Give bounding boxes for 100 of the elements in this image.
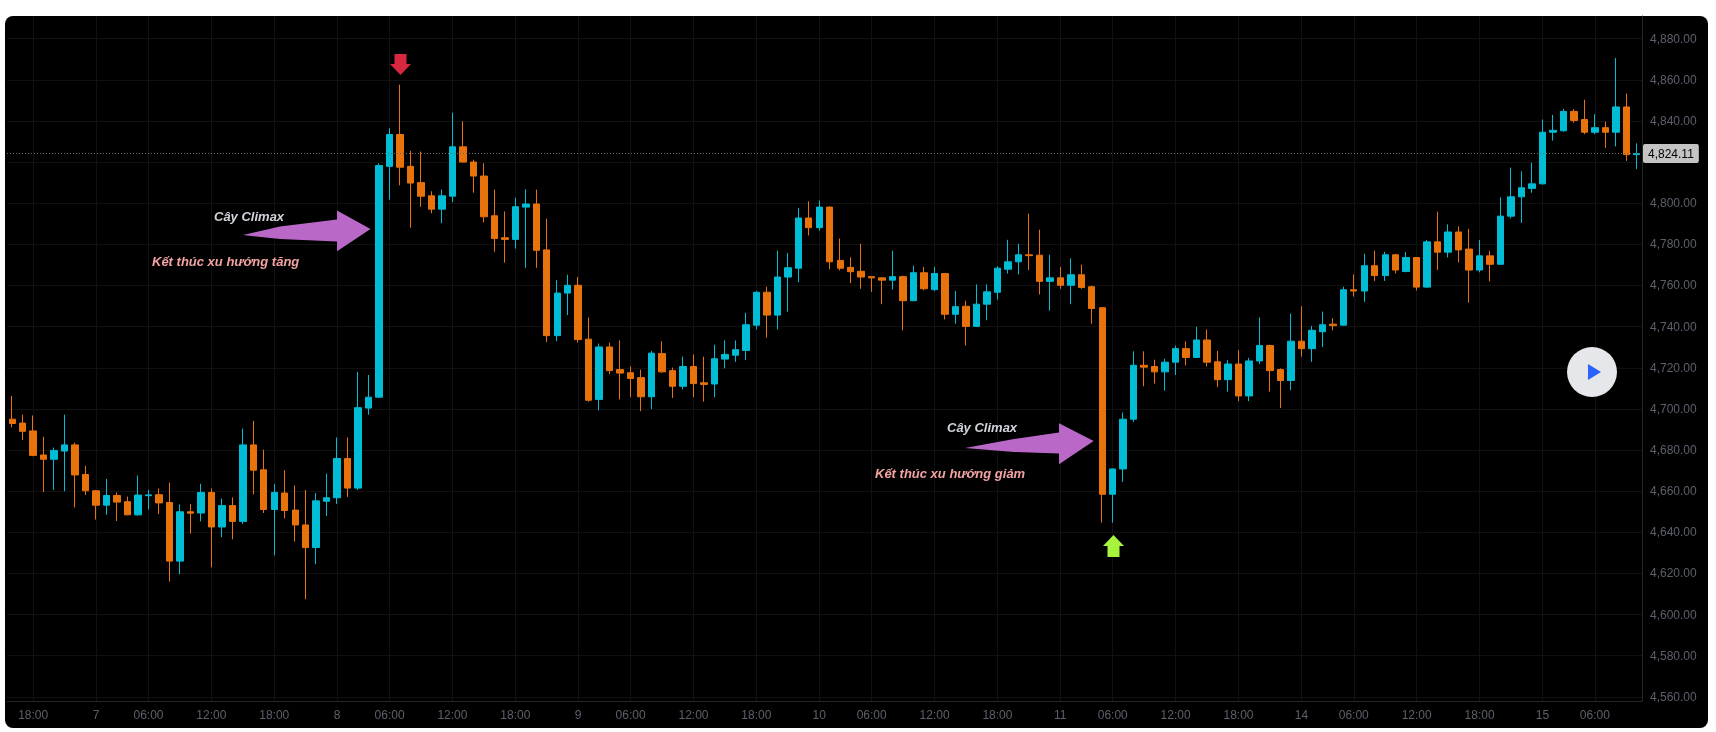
candlestick (333, 436, 341, 505)
candlestick (229, 496, 236, 540)
candlestick (1434, 211, 1441, 271)
candlestick (679, 356, 687, 390)
candlestick (816, 200, 823, 232)
candlestick (50, 447, 58, 491)
candlestick (690, 353, 697, 398)
candlestick (648, 350, 655, 410)
candlestick (784, 252, 792, 313)
x-tick-label: 18:00 (1464, 708, 1495, 722)
candlestick (627, 366, 634, 398)
candlestick (1402, 251, 1410, 273)
candlestick (700, 356, 708, 403)
x-tick-label: 18:00 (982, 708, 1013, 722)
candlestick (375, 162, 383, 399)
candlestick (19, 414, 26, 441)
candlestick (1025, 213, 1033, 271)
candlestick (103, 478, 110, 516)
candlestick (145, 489, 152, 510)
candlestick (40, 436, 47, 493)
candlestick (1319, 311, 1326, 348)
candlestick (417, 151, 425, 208)
candlestick (983, 283, 991, 321)
candlestick (868, 275, 875, 293)
y-tick-label: 4,560.00 (1650, 689, 1698, 704)
candlestick (9, 395, 16, 428)
x-tick-label: 06:00 (1097, 708, 1129, 722)
candlestick (1224, 359, 1232, 393)
candlestick (365, 374, 372, 416)
candlestick (449, 112, 456, 203)
candlestick (1465, 228, 1473, 304)
candlestick (1633, 142, 1640, 170)
candlestick (847, 256, 854, 284)
x-tick-label: 18:00 (259, 708, 290, 722)
candlestick (1518, 170, 1525, 224)
candlestick (533, 189, 540, 269)
candlestick (1266, 344, 1274, 393)
candlestick (826, 206, 833, 270)
candlestick (658, 340, 666, 374)
candlestick (1067, 257, 1075, 305)
candlestick (1570, 108, 1578, 124)
candlestick (1623, 93, 1630, 162)
y-tick-label: 4,600.00 (1650, 607, 1698, 622)
candlestick (732, 339, 739, 363)
candlestick (1591, 113, 1599, 135)
candlestick (1507, 167, 1515, 219)
x-tick-label: 12:00 (1401, 708, 1432, 722)
candlestick (29, 414, 37, 457)
x-tick-label: 06:00 (133, 708, 164, 722)
candlestick (1560, 108, 1567, 133)
candlestick (512, 197, 519, 250)
candlestick (501, 210, 509, 264)
x-tick-label: 06:00 (1338, 708, 1370, 722)
candlestick (595, 342, 603, 411)
y-tick-label: 4,680.00 (1650, 443, 1698, 458)
candlestick (1193, 326, 1200, 359)
candlestick (1413, 256, 1420, 291)
candlestick (941, 272, 949, 320)
candlestick (480, 162, 488, 223)
x-tick-label: 9 (574, 708, 582, 722)
candlestick (1371, 250, 1378, 282)
candlestick (407, 150, 414, 229)
candlestick (994, 265, 1001, 301)
candlestick (396, 84, 404, 186)
candlestick (113, 491, 121, 522)
x-tick-label: 12:00 (1160, 708, 1191, 722)
candlestick (155, 488, 163, 515)
candlestick (1214, 350, 1221, 388)
candlestick (1350, 273, 1357, 298)
candlestick (302, 489, 309, 600)
candlestick (82, 465, 89, 496)
candlestick (1539, 118, 1546, 185)
candlestick (1329, 317, 1337, 331)
y-tick-label: 4,660.00 (1650, 484, 1698, 499)
candlestick (208, 488, 215, 568)
x-tick-label: 06:00 (615, 708, 646, 722)
x-tick-label: 15 (1535, 708, 1550, 722)
candlestick (292, 484, 299, 543)
candlestick (1277, 367, 1284, 409)
candlestick (239, 428, 247, 525)
candlestick (1444, 223, 1452, 258)
candlestick (1486, 250, 1494, 282)
candlestick (260, 449, 267, 514)
candlestick (166, 482, 173, 583)
candlestick (669, 367, 676, 399)
candlestick (1182, 340, 1190, 366)
candlestick (742, 312, 750, 361)
x-tick-label: 12:00 (196, 708, 227, 722)
candlestick (1140, 350, 1148, 387)
candlestick (386, 127, 393, 201)
y-tick-label: 4,720.00 (1650, 360, 1698, 375)
candlestick (281, 469, 288, 519)
candlestick (543, 218, 550, 343)
candlestick (1245, 357, 1253, 402)
candlestick (1109, 468, 1116, 524)
candlestick (1581, 99, 1588, 135)
x-tick-label: 06:00 (1579, 708, 1611, 722)
annotation: Cây Climax (214, 209, 285, 225)
candlestick (1015, 243, 1022, 275)
candlestick (606, 342, 613, 375)
